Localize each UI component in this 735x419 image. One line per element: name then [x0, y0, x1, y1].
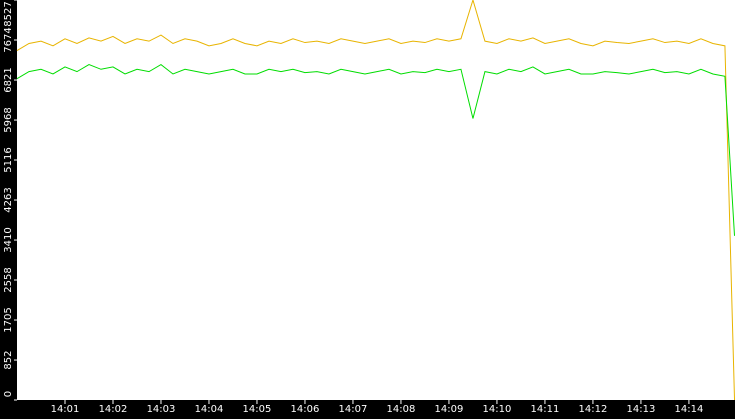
x-tick-label: 14:05 — [243, 404, 272, 415]
x-tick-label: 14:12 — [579, 404, 608, 415]
x-tick-label: 14:06 — [291, 404, 320, 415]
y-tick-label: 5968 — [3, 107, 14, 132]
y-tick-label: 852 — [3, 350, 14, 369]
series-line — [16, 0, 735, 401]
x-tick-label: 14:04 — [195, 404, 224, 415]
y-tick-label: 7674 — [3, 27, 14, 52]
x-tick-label: 14:13 — [627, 404, 656, 415]
series-line — [16, 63, 735, 236]
x-tick-label: 14:11 — [531, 404, 560, 415]
y-tick-label: 2558 — [3, 267, 14, 292]
plot-area — [17, 0, 735, 400]
x-tick-label: 14:14 — [675, 404, 704, 415]
x-tick-label: 14:03 — [147, 404, 176, 415]
y-tick-label: 4263 — [3, 187, 14, 212]
x-tick-label: 14:09 — [435, 404, 464, 415]
x-tick-label: 14:01 — [51, 404, 80, 415]
x-tick-label: 14:10 — [483, 404, 512, 415]
y-tick-label: 0 — [3, 391, 14, 397]
y-tick-label: 5116 — [3, 147, 14, 172]
y-tick-label: 3410 — [3, 227, 14, 252]
x-tick-label: 14:07 — [339, 404, 368, 415]
x-tick-label: 14:08 — [387, 404, 416, 415]
y-tick-label: 1705 — [3, 307, 14, 332]
x-tick-label: 14:02 — [99, 404, 128, 415]
y-tick-label: 8527 — [3, 1, 14, 26]
y-tick-label: 6821 — [3, 67, 14, 92]
